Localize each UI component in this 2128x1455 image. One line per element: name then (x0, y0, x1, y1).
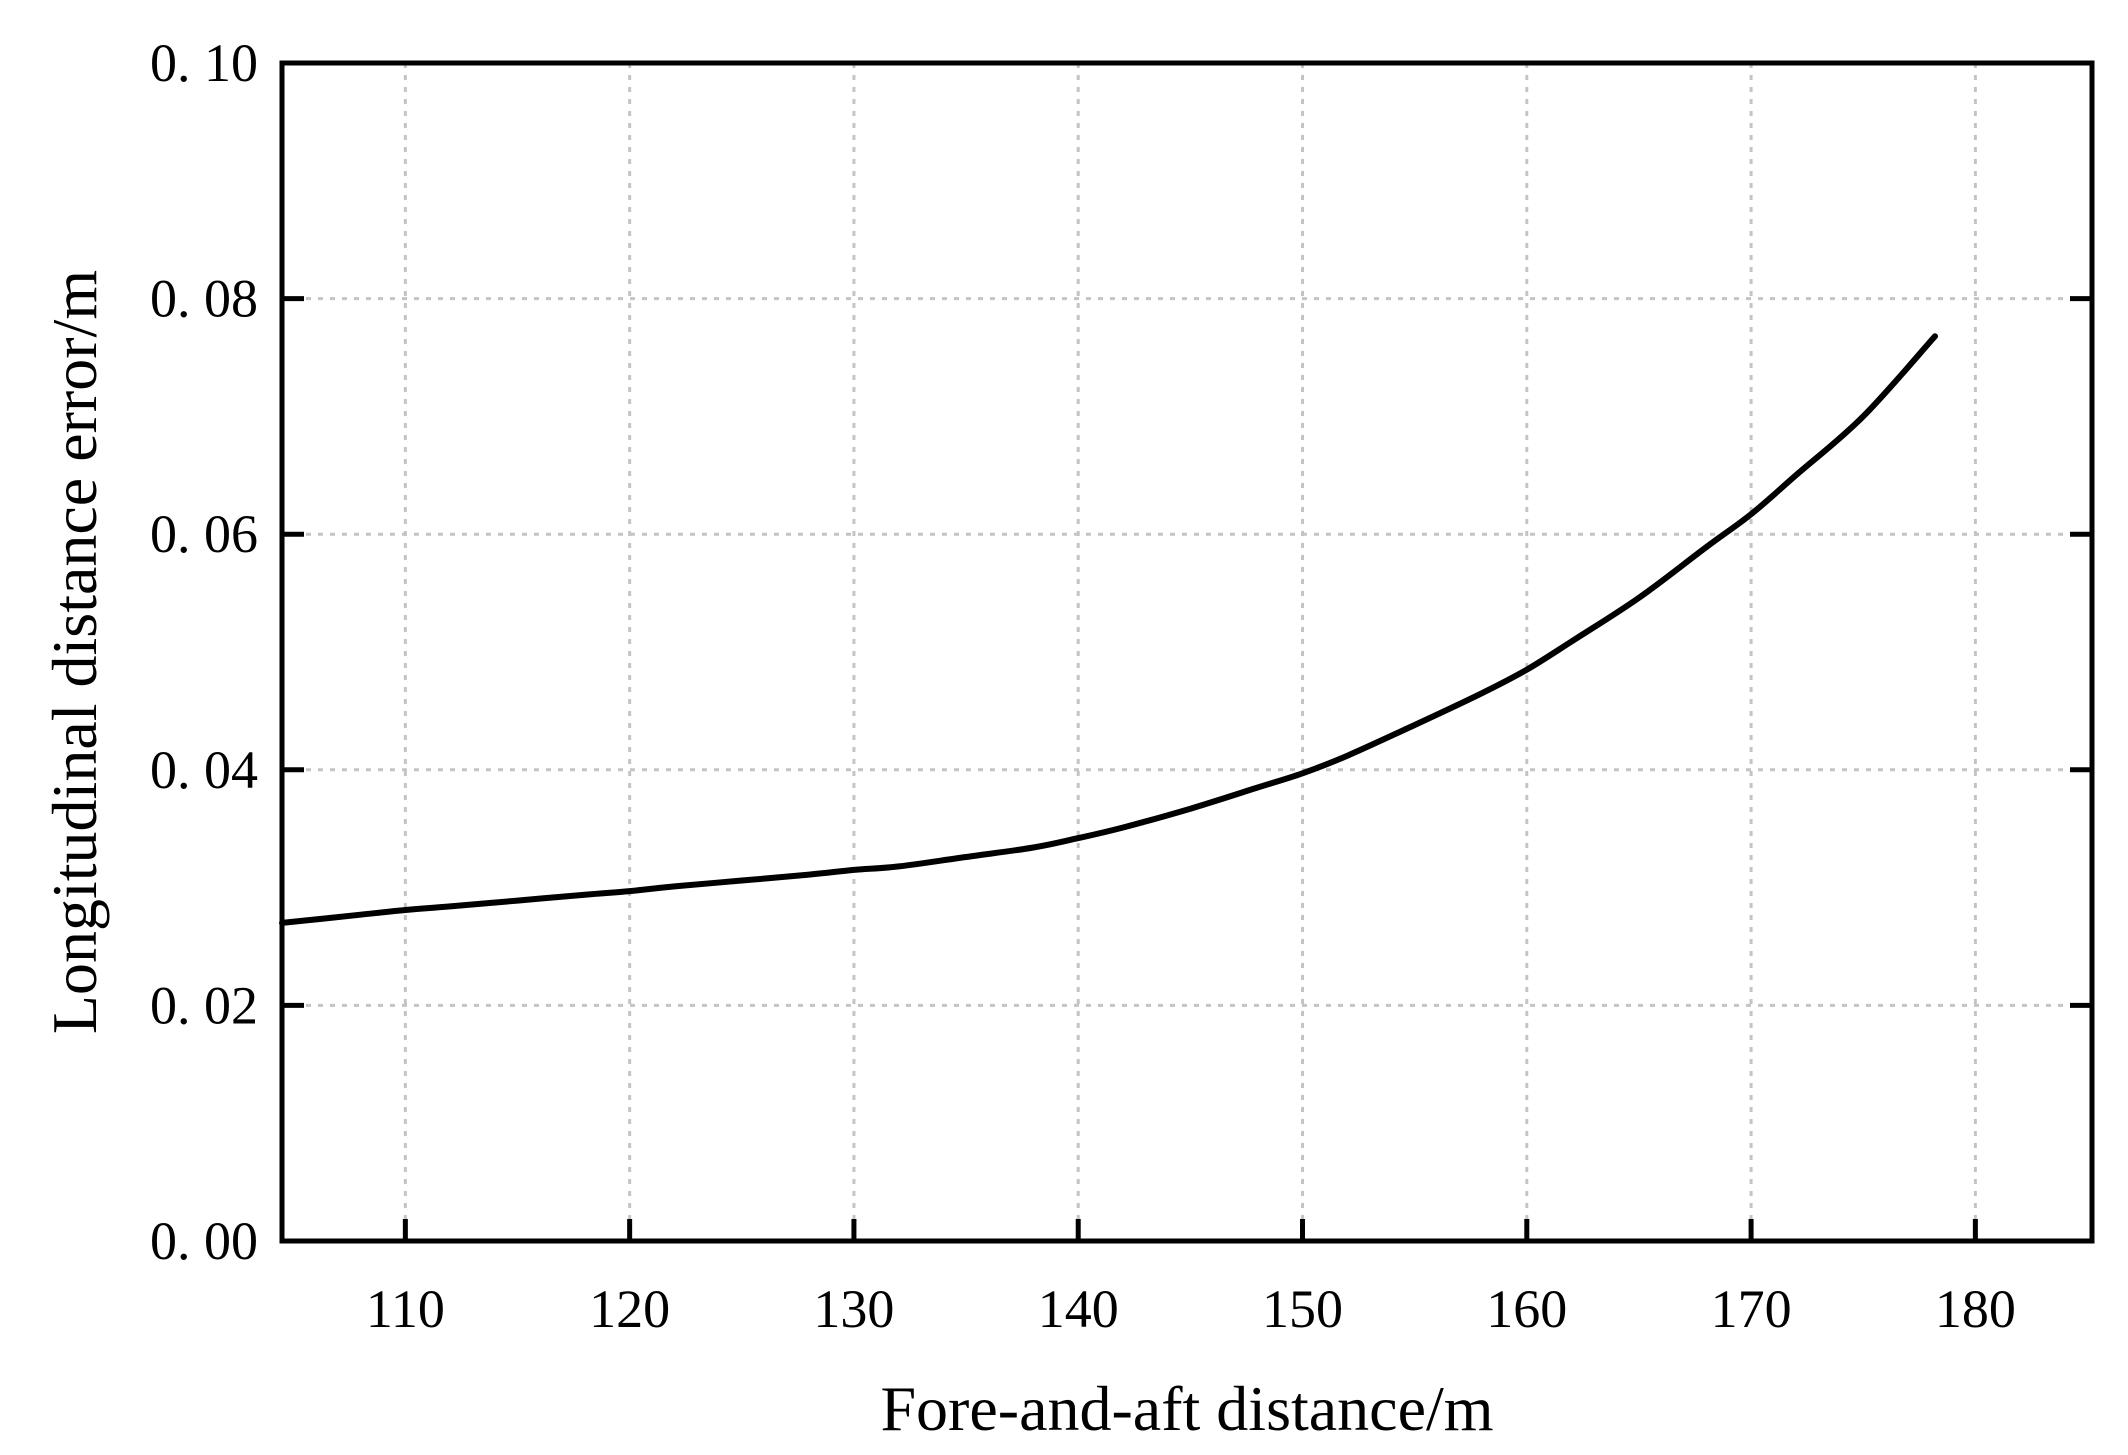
x-tick-labels: 110 120 130 140 150 160 170 180 (366, 1279, 2016, 1339)
x-tick-label: 110 (366, 1279, 445, 1339)
y-tick-label: 0. 08 (150, 269, 258, 329)
x-axis-title: Fore-and-aft distance/m (880, 1373, 1493, 1444)
y-tick-label: 0. 00 (150, 1211, 258, 1271)
x-tick-label: 170 (1711, 1279, 1792, 1339)
y-tick-label: 0. 02 (150, 975, 258, 1035)
grid-layer (282, 63, 2092, 1241)
plot-frame (279, 60, 2095, 1244)
x-tick-label: 150 (1262, 1279, 1343, 1339)
x-tick-label: 120 (589, 1279, 670, 1339)
y-tick-label: 0. 06 (150, 504, 258, 564)
y-tick-labels: 0. 00 0. 02 0. 04 0. 06 0. 08 0. 10 (150, 33, 258, 1271)
y-axis-title: Longitudinal distance error/m (39, 270, 110, 1034)
x-tick-label: 140 (1038, 1279, 1119, 1339)
y-tick-label: 0. 04 (150, 740, 258, 800)
series-line (279, 333, 1938, 926)
series-layer (279, 333, 1938, 926)
x-tick-label: 160 (1486, 1279, 1567, 1339)
y-tick-label: 0. 10 (150, 33, 258, 93)
x-tick-label: 180 (1935, 1279, 2016, 1339)
x-tick-label: 130 (813, 1279, 894, 1339)
ticks-layer (282, 60, 2092, 1244)
